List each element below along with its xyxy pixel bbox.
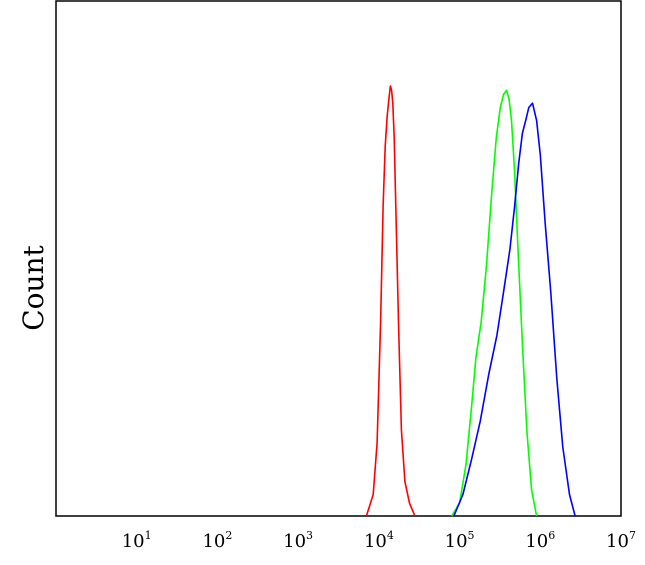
plot-frame — [55, 0, 622, 517]
x-tick-base: 10 — [364, 531, 387, 552]
x-tick-base: 10 — [283, 531, 306, 552]
x-tick-base: 10 — [606, 531, 629, 552]
x-tick-layer: 101 102 103 104 105 106 107 — [122, 529, 636, 552]
histogram-series-3 — [453, 102, 576, 517]
histogram-series-2 — [451, 89, 538, 517]
x-tick-base: 10 — [122, 531, 145, 552]
x-tick-exponent: 3 — [306, 529, 313, 542]
x-tick-exponent: 4 — [387, 529, 394, 542]
histogram-series-1 — [365, 85, 416, 517]
x-tick-label-2: 102 — [202, 529, 232, 552]
x-tick-label-7: 107 — [606, 529, 636, 552]
x-tick-exponent: 7 — [629, 529, 636, 542]
x-tick-label-4: 104 — [364, 529, 394, 552]
x-tick-exponent: 1 — [145, 529, 152, 542]
y-axis-label: Count — [17, 244, 50, 330]
x-tick-exponent: 6 — [548, 529, 555, 542]
x-tick-base: 10 — [202, 531, 225, 552]
x-tick-base: 10 — [445, 531, 468, 552]
x-tick-base: 10 — [525, 531, 548, 552]
x-tick-exponent: 2 — [225, 529, 232, 542]
series-layer — [365, 85, 576, 517]
x-tick-label-5: 105 — [445, 529, 475, 552]
x-tick-label-3: 103 — [283, 529, 313, 552]
x-tick-label-1: 101 — [122, 529, 152, 552]
x-tick-exponent: 5 — [468, 529, 475, 542]
x-tick-label-6: 106 — [525, 529, 555, 552]
